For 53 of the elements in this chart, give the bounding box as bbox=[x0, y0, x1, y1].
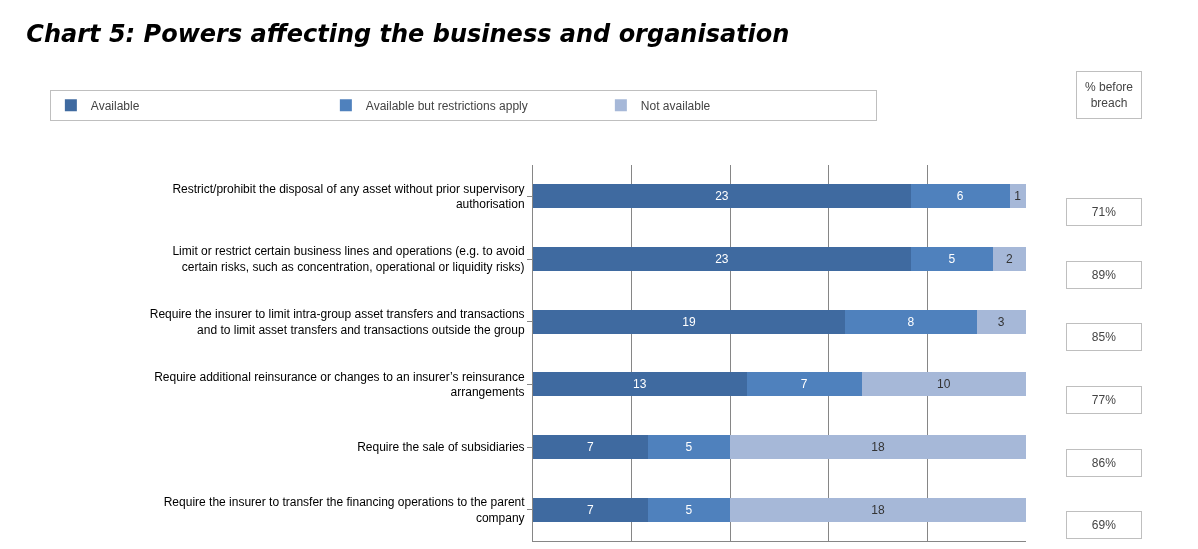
chart-title: Chart 5: Powers affecting the business and organisation bbox=[26, 19, 790, 48]
data-label: 3 bbox=[997, 314, 1005, 329]
y-tick-label: Require the sale of subsidiaries bbox=[357, 440, 525, 455]
data-label: 5 bbox=[685, 440, 693, 454]
data-label: 7 bbox=[587, 440, 595, 454]
y-tick-label: Require the insurer to limit intra-group asset transfers and transactions and to limit asset transfers and transactions outside the group bbox=[149, 307, 525, 337]
bar bbox=[648, 497, 731, 522]
text: 89% bbox=[1091, 268, 1117, 282]
bar bbox=[533, 247, 911, 271]
bar bbox=[730, 435, 1026, 459]
bar bbox=[746, 372, 862, 397]
bar bbox=[533, 184, 911, 209]
bar bbox=[910, 184, 1010, 209]
y-tick-label: Require additional reinsurance or changes to an insurer’s reinsurance arrangements bbox=[154, 369, 525, 400]
y-tick-label: Limit or restrict certain business lines and operations (e.g. to avoid certain risks, such as concentration, operational or liquidity risks) bbox=[172, 244, 525, 274]
text: 85% bbox=[1091, 330, 1117, 344]
bar bbox=[648, 435, 731, 459]
bar bbox=[976, 309, 1026, 334]
bar bbox=[1009, 184, 1026, 209]
text: 71% bbox=[1091, 205, 1117, 219]
data-label: 2 bbox=[1006, 252, 1014, 266]
bar bbox=[730, 497, 1026, 522]
bar bbox=[533, 372, 747, 397]
data-label: 5 bbox=[948, 252, 956, 266]
data-label: 13 bbox=[632, 377, 647, 392]
legend-label: Available but restrictions apply bbox=[365, 98, 528, 113]
data-label: 1 bbox=[1014, 189, 1022, 204]
bar bbox=[533, 497, 649, 522]
data-label: 8 bbox=[907, 314, 915, 329]
data-label: 18 bbox=[871, 440, 885, 454]
bar bbox=[533, 309, 846, 334]
text: 69% bbox=[1091, 518, 1117, 532]
data-label: 19 bbox=[682, 314, 696, 329]
text: 86% bbox=[1091, 456, 1117, 470]
bar bbox=[533, 435, 649, 459]
data-label: 10 bbox=[937, 377, 951, 392]
data-label: 6 bbox=[956, 189, 964, 204]
bar bbox=[861, 372, 1026, 397]
y-tick-label: Restrict/prohibit the disposal of any asset without prior supervisory authorisation bbox=[172, 181, 525, 212]
data-label: 18 bbox=[871, 502, 885, 517]
bar bbox=[845, 309, 977, 334]
legend-label: Not available bbox=[640, 98, 711, 113]
text: 77% bbox=[1091, 393, 1117, 407]
y-tick-label: Require the insurer to transfer the financing operations to the parent company bbox=[163, 495, 526, 525]
data-label: 7 bbox=[800, 377, 808, 392]
data-label: 23 bbox=[715, 189, 729, 204]
data-label: 5 bbox=[685, 502, 693, 517]
bar bbox=[910, 247, 994, 271]
data-label: 23 bbox=[715, 252, 729, 266]
data-label: 7 bbox=[587, 502, 595, 517]
text: % before breach bbox=[1085, 80, 1134, 110]
bar bbox=[993, 247, 1026, 271]
legend-label: Available bbox=[90, 98, 140, 113]
